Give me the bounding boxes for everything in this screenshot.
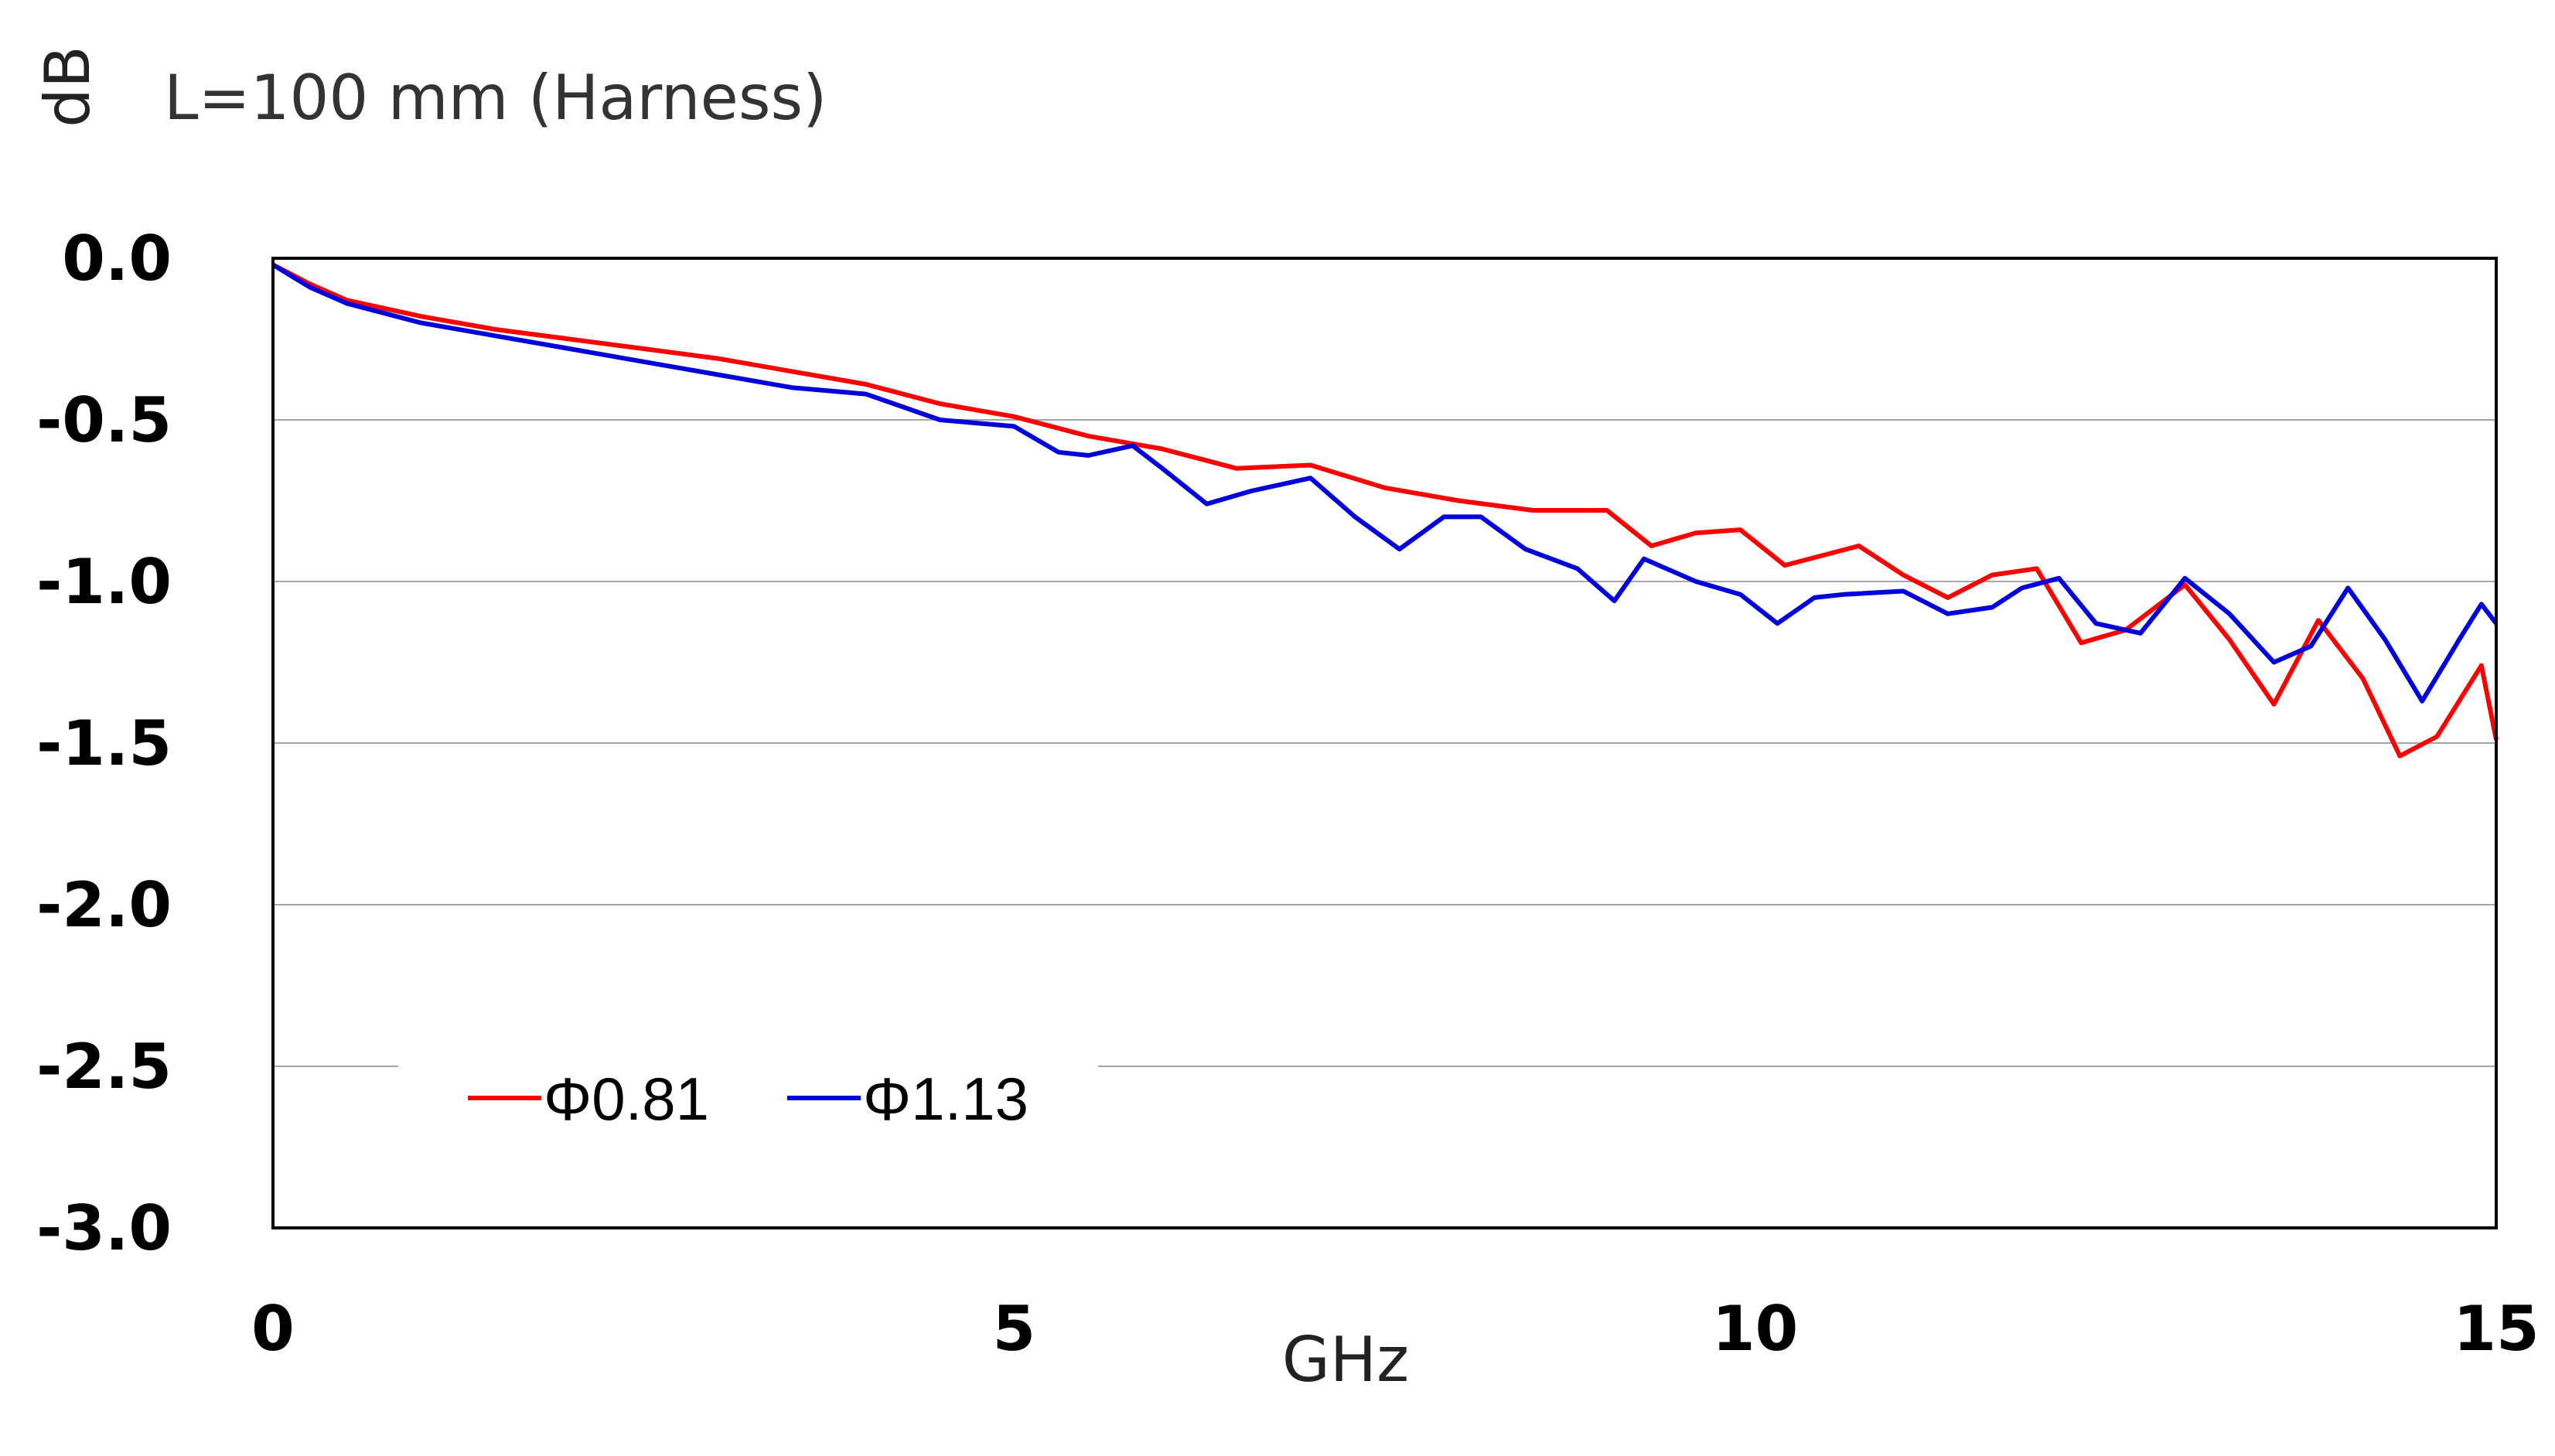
x-tick-label: 0 bbox=[251, 1293, 295, 1365]
y-tick-labels: 0.0 -0.5 -1.0 -1.5 -2.0 -2.5 -3.0 bbox=[36, 223, 172, 1264]
x-tick-labels: 0 5 10 15 bbox=[251, 1293, 2540, 1365]
x-tick-label: 10 bbox=[1712, 1293, 1798, 1365]
chart-title: L=100 mm (Harness) bbox=[164, 62, 827, 134]
series-lines bbox=[271, 262, 2499, 759]
legend: Φ0.81 Φ1.13 bbox=[398, 1052, 1098, 1148]
y-tick-label: 0.0 bbox=[62, 223, 172, 295]
y-tick-label: -3.0 bbox=[36, 1192, 172, 1264]
series-line-2 bbox=[271, 262, 2499, 704]
series-line-1 bbox=[271, 262, 2499, 759]
legend-label-series-2: Φ1.13 bbox=[863, 1065, 1028, 1133]
plot-area bbox=[271, 257, 2498, 1229]
x-tick-label: 5 bbox=[992, 1293, 1035, 1365]
x-tick-label: 15 bbox=[2453, 1293, 2539, 1365]
y-tick-label: -1.5 bbox=[36, 708, 172, 779]
x-axis-label: GHz bbox=[1282, 1324, 1409, 1396]
grid bbox=[273, 419, 2496, 1067]
y-tick-label: -0.5 bbox=[36, 384, 172, 456]
y-axis-label: dB bbox=[32, 46, 104, 128]
y-tick-label: -2.5 bbox=[36, 1031, 172, 1103]
y-tick-label: -1.0 bbox=[36, 546, 172, 618]
y-tick-label: -2.0 bbox=[36, 869, 172, 941]
legend-label-series-1: Φ0.81 bbox=[544, 1065, 709, 1133]
